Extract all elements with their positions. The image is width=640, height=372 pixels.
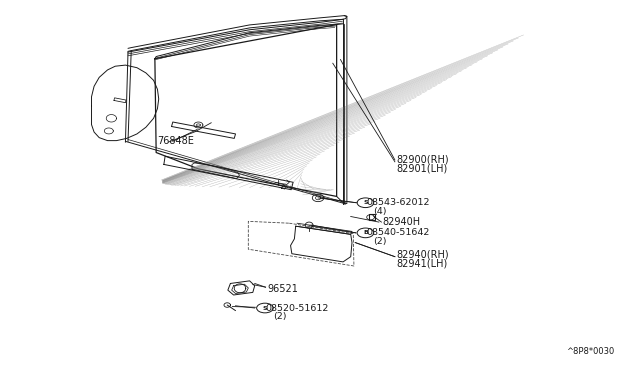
Text: (4): (4) bbox=[373, 207, 387, 216]
Text: B: B bbox=[363, 230, 368, 235]
Text: 08540-51642: 08540-51642 bbox=[366, 228, 429, 237]
Text: S: S bbox=[363, 200, 368, 205]
Text: S: S bbox=[262, 305, 268, 311]
Text: 82940H: 82940H bbox=[383, 217, 421, 227]
Text: (2): (2) bbox=[373, 237, 387, 246]
Text: 96521: 96521 bbox=[268, 285, 298, 294]
Text: ^8P8*0030: ^8P8*0030 bbox=[566, 347, 614, 356]
Text: 82941(LH): 82941(LH) bbox=[397, 258, 448, 268]
Text: 08520-51612: 08520-51612 bbox=[266, 304, 329, 312]
Text: 82900(RH): 82900(RH) bbox=[397, 155, 449, 165]
Text: 76848E: 76848E bbox=[157, 137, 194, 146]
Text: 82901(LH): 82901(LH) bbox=[397, 163, 448, 173]
Text: (2): (2) bbox=[273, 312, 286, 321]
Text: 08543-62012: 08543-62012 bbox=[366, 198, 429, 207]
Text: 82940(RH): 82940(RH) bbox=[397, 250, 449, 260]
